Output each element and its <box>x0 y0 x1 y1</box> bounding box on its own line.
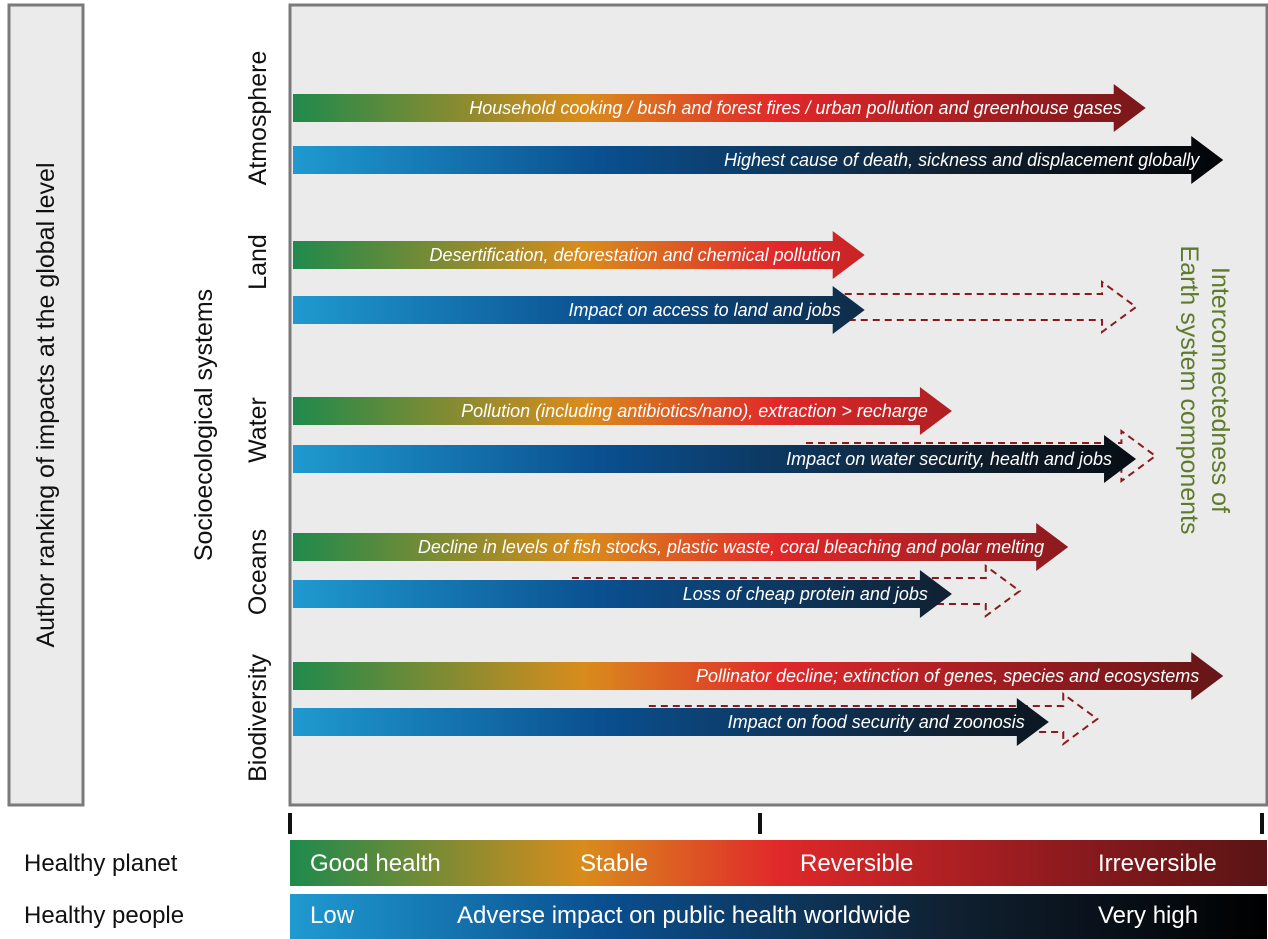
planet-arrow-land <box>293 231 865 279</box>
planet-arrow-text-biodiversity: Pollinator decline; extinction of genes,… <box>696 666 1199 686</box>
planet-arrow-text-land: Desertification, deforestation and chemi… <box>429 245 840 265</box>
side-label-line2: Earth system components <box>1175 245 1203 534</box>
people-arrow-text-water: Impact on water security, health and job… <box>786 449 1112 469</box>
people-scale-low: Low <box>310 902 355 929</box>
people-arrow-water <box>293 435 1137 483</box>
ranking-label: Author ranking of impacts at the global … <box>32 163 60 648</box>
planet-scale-good-health: Good health <box>310 850 441 877</box>
planet-scale-irreversible: Irreversible <box>1098 850 1217 877</box>
people-scale-bar <box>290 894 1267 939</box>
planet-arrow-atmosphere <box>293 84 1146 132</box>
system-label-atmosphere: Atmosphere <box>244 51 272 186</box>
people-arrow-atmosphere <box>293 136 1224 184</box>
people-arrow-text-land: Impact on access to land and jobs <box>569 300 841 320</box>
people-arrow-oceans <box>293 570 952 618</box>
potential-arrow-oceans <box>571 564 1022 618</box>
system-atmosphere: Atmosphere Household cooking / bush and f… <box>244 51 1224 186</box>
system-label-biodiversity: Biodiversity <box>244 654 272 782</box>
systems-layer: Atmosphere Household cooking / bush and f… <box>244 51 1224 782</box>
ranking-box <box>7 3 85 807</box>
planet-scale-stable: Stable <box>580 850 648 877</box>
axis-label: Socioecological systems <box>190 289 218 561</box>
system-water: Water Pollution (including antibiotics/na… <box>244 387 1158 483</box>
system-land: Land Desertification, deforestation and c… <box>244 231 1138 334</box>
planet-arrow-text-oceans: Decline in levels of fish stocks, plasti… <box>418 537 1044 557</box>
planet-scale-bar <box>290 840 1267 886</box>
potential-arrow-biodiversity <box>648 692 1099 746</box>
people-scale-adverse-impact: Adverse impact on public health worldwid… <box>457 902 911 929</box>
system-label-land: Land <box>244 234 272 290</box>
people-arrow-land <box>293 286 865 334</box>
system-label-oceans: Oceans <box>244 529 272 615</box>
planet-arrow-text-water: Pollution (including antibiotics/nano), … <box>461 401 928 421</box>
system-oceans: Oceans Decline in levels of fish stocks, … <box>244 523 1069 618</box>
system-label-water: Water <box>244 397 272 463</box>
side-label-line1: Interconnectedness of <box>1206 267 1234 513</box>
planet-arrow-text-atmosphere: Household cooking / bush and forest fire… <box>469 98 1121 118</box>
system-biodiversity: Biodiversity Pollinator decline; extincti… <box>244 652 1224 782</box>
planet-arrow-water <box>293 387 952 435</box>
planet-row-label: Healthy planet <box>24 850 178 877</box>
people-arrow-biodiversity <box>293 698 1049 746</box>
scale-ticks <box>288 813 1264 834</box>
potential-arrow-land <box>844 280 1138 334</box>
people-row-label: Healthy people <box>24 902 184 929</box>
people-arrow-text-atmosphere: Highest cause of death, sickness and dis… <box>724 150 1200 170</box>
planet-arrow-biodiversity <box>293 652 1224 700</box>
planet-scale-reversible: Reversible <box>800 850 913 877</box>
planet-arrow-oceans <box>293 523 1069 571</box>
people-arrow-text-biodiversity: Impact on food security and zoonosis <box>728 712 1025 732</box>
people-scale-very-high: Very high <box>1098 902 1198 929</box>
people-arrow-text-oceans: Loss of cheap protein and jobs <box>683 584 928 604</box>
